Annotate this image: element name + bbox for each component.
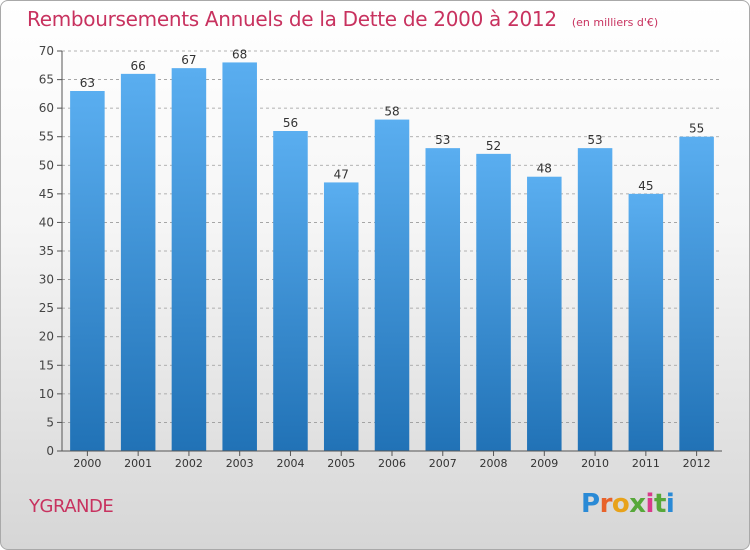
data-label: 66 <box>131 59 146 73</box>
data-label: 45 <box>638 179 653 193</box>
data-label: 53 <box>587 133 602 147</box>
logo-letter: x <box>629 489 646 519</box>
y-tick-label: 10 <box>39 387 54 401</box>
x-tick-label: 2006 <box>378 457 406 470</box>
y-tick-label: 55 <box>39 130 54 144</box>
bar-2012 <box>679 136 714 451</box>
logo-letter: r <box>599 489 613 519</box>
y-tick-label: 30 <box>39 273 54 287</box>
y-tick-label: 15 <box>39 358 54 372</box>
y-tick-label: 40 <box>39 215 54 229</box>
x-tick-label: 2005 <box>327 457 355 470</box>
y-tick-label: 70 <box>39 44 54 58</box>
logo-letter: P <box>581 489 600 519</box>
x-tick-label: 2009 <box>530 457 558 470</box>
x-tick-label: 2004 <box>276 457 304 470</box>
data-label: 58 <box>384 105 399 119</box>
x-tick-label: 2000 <box>73 457 101 470</box>
x-tick-label: 2011 <box>632 457 660 470</box>
bar-layer <box>70 62 714 452</box>
bar-2002 <box>171 68 207 452</box>
logo-letter: o <box>611 489 630 519</box>
x-tick-label: 2003 <box>226 457 254 470</box>
bar-2004 <box>273 131 308 451</box>
data-label: 48 <box>537 162 552 176</box>
data-label: 56 <box>283 116 298 130</box>
logo-letter: i <box>665 489 675 519</box>
chart-unit: (en milliers d'€) <box>571 16 659 29</box>
data-label: 47 <box>334 167 349 181</box>
bar-2000 <box>70 91 105 451</box>
y-tick-label: 45 <box>39 187 54 201</box>
bar-2006 <box>374 119 410 452</box>
bar-2001 <box>120 73 156 451</box>
bar-2005 <box>323 182 359 451</box>
bar-2009 <box>527 176 562 451</box>
bar-2011 <box>628 193 664 451</box>
proxiti-logo[interactable]: Proxiti <box>581 489 675 519</box>
commune-name: YGRANDE <box>29 496 114 517</box>
data-label: 68 <box>232 47 247 61</box>
y-tick-label: 60 <box>39 101 54 115</box>
data-label: 63 <box>80 76 95 90</box>
x-tick-label: 2008 <box>480 457 508 470</box>
y-tick-label: 20 <box>39 330 54 344</box>
logo-letter: t <box>653 489 666 519</box>
x-tick-label: 2002 <box>175 457 203 470</box>
y-tick-label: 65 <box>39 73 54 87</box>
y-tick-label: 0 <box>46 444 54 458</box>
bar-2007 <box>425 148 461 451</box>
bar-2008 <box>476 153 511 451</box>
axis-layer: 0 5 10 15 20 25 30 35 40 45 50 55 60 65 70 2000 2001 2002… <box>39 44 722 470</box>
label-layer: 63 66 67 68 56 47 58 53 52 48 53 45 55 <box>80 47 705 192</box>
bar-2003 <box>222 62 257 452</box>
data-label: 55 <box>689 122 704 136</box>
data-label: 67 <box>181 53 196 67</box>
x-tick-label: 2007 <box>429 457 457 470</box>
x-tick-label: 2001 <box>124 457 152 470</box>
title-row: Remboursements Annuels de la Dette de 20… <box>27 7 658 31</box>
data-label: 52 <box>486 139 501 153</box>
y-tick-label: 5 <box>46 415 54 429</box>
data-label: 53 <box>435 133 450 147</box>
y-tick-label: 50 <box>39 158 54 172</box>
logo-letter: i <box>645 489 655 519</box>
x-tick-label: 2012 <box>683 457 711 470</box>
bar-2010 <box>577 148 613 451</box>
x-tick-label: 2010 <box>581 457 609 470</box>
y-tick-label: 25 <box>39 301 54 315</box>
chart-title: Remboursements Annuels de la Dette de 20… <box>27 7 557 31</box>
y-tick-label: 35 <box>39 244 54 258</box>
